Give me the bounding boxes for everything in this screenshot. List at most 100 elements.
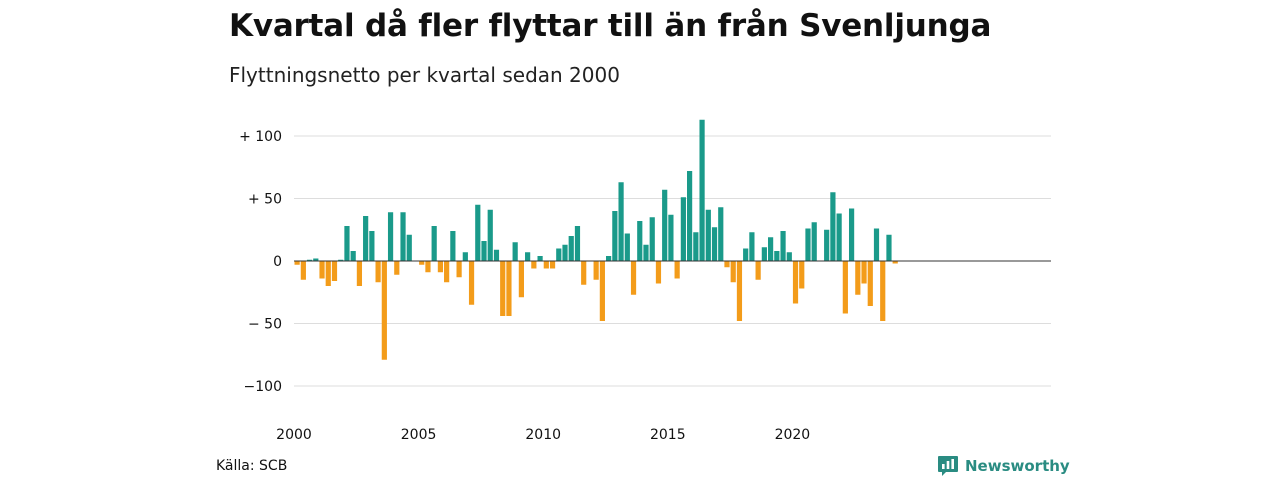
bar <box>518 261 524 298</box>
bar <box>537 256 543 261</box>
bar <box>811 222 817 261</box>
bar <box>618 182 624 261</box>
bar <box>456 261 462 278</box>
bar <box>500 261 506 316</box>
bar <box>842 261 848 314</box>
bar <box>369 231 375 261</box>
bar <box>375 261 381 283</box>
bar <box>313 258 319 261</box>
bar <box>543 261 549 269</box>
x-tick-label: 2000 <box>276 427 312 443</box>
bar <box>730 261 736 283</box>
bar <box>711 227 718 261</box>
chart-bubble-icon <box>938 456 958 476</box>
bar <box>599 261 605 321</box>
x-tick-label: 2005 <box>401 427 437 443</box>
bar <box>687 171 693 261</box>
bar <box>481 241 487 261</box>
bar <box>792 261 799 304</box>
bar <box>387 212 394 261</box>
bar <box>356 261 363 286</box>
y-tick-label: 0 <box>273 254 282 270</box>
bar <box>350 251 356 261</box>
bar <box>325 261 331 286</box>
bar <box>506 261 512 316</box>
bar <box>400 212 406 261</box>
x-tick-label: 2020 <box>775 427 811 443</box>
grid-lines <box>294 135 1051 387</box>
bar <box>805 228 811 261</box>
bar <box>662 189 668 261</box>
bar <box>774 251 780 261</box>
bar <box>381 261 387 360</box>
bar <box>556 248 562 261</box>
bar <box>450 231 456 261</box>
bar <box>319 261 325 279</box>
bar <box>867 261 873 306</box>
bar <box>394 261 400 275</box>
bar <box>475 204 481 261</box>
bar <box>419 261 425 265</box>
bar <box>761 247 767 261</box>
chart-title: Kvartal då fler flyttar till än från Sve… <box>229 8 992 44</box>
bar <box>344 226 350 261</box>
source-note: Källa: SCB <box>216 458 288 474</box>
bar <box>462 252 468 261</box>
bar <box>568 236 574 261</box>
bar <box>468 261 475 305</box>
bar <box>363 216 369 261</box>
bar <box>836 213 842 261</box>
bar <box>624 233 630 261</box>
bars <box>294 119 898 360</box>
bar <box>562 244 568 261</box>
bar <box>406 234 412 261</box>
bar <box>736 261 743 321</box>
bar <box>331 261 338 281</box>
bar <box>873 228 880 261</box>
bar <box>549 261 556 269</box>
bar <box>630 261 637 295</box>
bar <box>637 221 643 261</box>
bar <box>755 261 761 280</box>
x-axis-ticks: 2000 2005 2010 2015 2020 <box>276 427 810 443</box>
bar <box>880 261 886 321</box>
y-tick-label: −100 <box>244 379 282 395</box>
bar <box>649 217 655 261</box>
bar <box>593 261 599 280</box>
bar <box>294 261 300 265</box>
bar <box>724 261 730 268</box>
bar <box>431 226 437 261</box>
bar <box>743 248 749 261</box>
bar <box>693 232 699 261</box>
bar <box>512 242 518 261</box>
bar <box>705 209 711 261</box>
bar <box>655 261 662 284</box>
bar <box>306 259 313 261</box>
bar <box>848 208 855 261</box>
bar <box>768 237 774 261</box>
bar <box>780 231 786 261</box>
bar <box>643 244 649 261</box>
bar <box>718 207 724 261</box>
bar <box>861 261 867 284</box>
bar <box>892 261 898 264</box>
brand-logo[interactable]: Newsworthy <box>937 455 1070 477</box>
bar <box>606 256 612 261</box>
bar <box>830 192 836 261</box>
x-tick-label: 2010 <box>525 427 561 443</box>
bar <box>338 259 344 261</box>
bar <box>680 197 686 261</box>
bar <box>444 261 450 283</box>
bar <box>786 252 792 261</box>
bar <box>668 214 674 261</box>
y-axis-ticks: + 100 + 50 0 − 50 −100 <box>239 129 282 395</box>
bar <box>799 261 805 289</box>
bar <box>749 232 755 261</box>
bar <box>574 226 581 261</box>
bar <box>855 261 861 295</box>
y-tick-label: + 100 <box>239 129 282 145</box>
bar <box>425 261 431 273</box>
bar <box>824 229 830 261</box>
bar <box>525 252 531 261</box>
